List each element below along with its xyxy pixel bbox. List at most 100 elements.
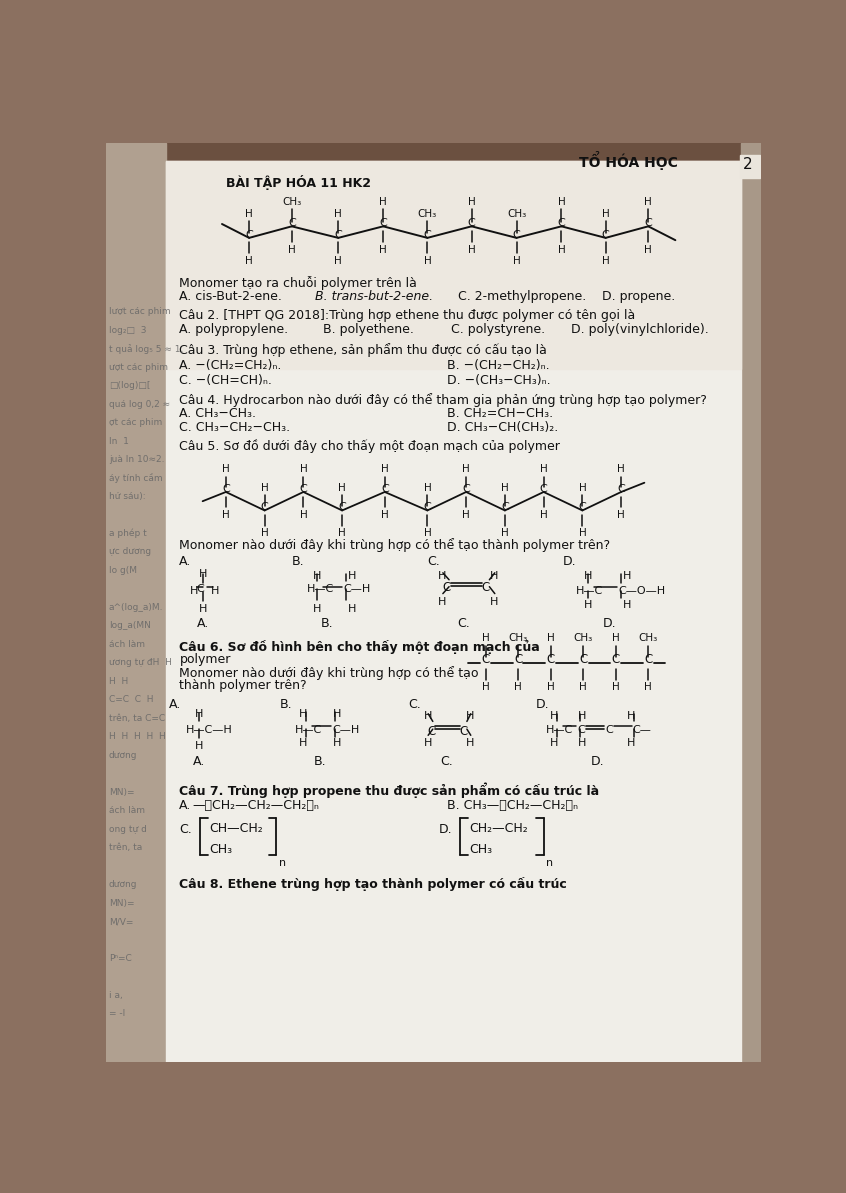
Text: A.: A. (169, 698, 182, 711)
Text: D. −(CH₃−CH₃)ₙ.: D. −(CH₃−CH₃)ₙ. (447, 375, 551, 388)
Text: B. CH₃—（CH₂—CH₂）ₙ: B. CH₃—（CH₂—CH₂）ₙ (447, 799, 578, 812)
Text: M/V=: M/V= (109, 917, 133, 926)
Text: i a,: i a, (109, 991, 123, 1000)
Text: CH₃: CH₃ (470, 843, 492, 857)
Text: C: C (481, 654, 490, 667)
Text: B.: B. (314, 755, 327, 768)
Text: H: H (379, 245, 387, 255)
Text: C: C (501, 502, 508, 512)
Text: CH—CH₂: CH—CH₂ (210, 822, 263, 835)
Text: MN)=: MN)= (109, 787, 135, 797)
Bar (162, 278, 255, 299)
Text: H—C—H: H—C—H (185, 724, 233, 735)
Bar (739, 155, 760, 178)
Text: H: H (579, 528, 586, 538)
Text: H: H (623, 600, 631, 610)
Text: ách làm: ách làm (109, 806, 145, 815)
Bar (442, 324, 535, 346)
Text: A.: A. (179, 799, 192, 812)
Text: H: H (338, 483, 346, 493)
Text: H: H (580, 682, 587, 692)
Text: H: H (612, 682, 619, 692)
Text: C: C (579, 502, 586, 512)
Text: quá log 0,2 ≈: quá log 0,2 ≈ (109, 400, 170, 408)
Text: D.: D. (602, 617, 617, 630)
Text: C.: C. (427, 555, 440, 568)
Text: H—C: H—C (295, 724, 322, 735)
Text: H: H (468, 197, 475, 208)
Text: H: H (462, 509, 470, 520)
Text: CH₃: CH₃ (574, 633, 593, 643)
Text: H: H (332, 709, 341, 719)
Text: H: H (513, 256, 520, 266)
Text: H: H (489, 596, 497, 607)
Text: = -l: = -l (109, 1009, 125, 1019)
Text: ương tự đH  H: ương tự đH H (109, 659, 172, 667)
Text: n: n (278, 859, 286, 869)
Text: H: H (645, 245, 652, 255)
Text: H: H (584, 570, 592, 581)
Text: dương: dương (109, 880, 137, 889)
Text: hứ sáu):: hứ sáu): (109, 492, 146, 501)
Text: lượt các phim: lượt các phim (109, 307, 171, 316)
Text: H: H (299, 709, 307, 719)
Text: H: H (424, 256, 431, 266)
Text: H: H (540, 509, 547, 520)
Text: D.: D. (591, 755, 605, 768)
Bar (106, 143, 166, 1062)
Text: H: H (299, 738, 307, 748)
Text: lo g(M: lo g(M (109, 565, 137, 575)
Text: H: H (261, 528, 268, 538)
Text: H: H (481, 633, 489, 643)
Text: ực dương: ực dương (109, 548, 151, 556)
Text: juà In 10≈2.: juà In 10≈2. (109, 455, 164, 464)
Text: ong tự d: ong tự d (109, 824, 146, 834)
Text: H: H (584, 600, 592, 610)
Text: H: H (481, 682, 489, 692)
Text: A.: A. (179, 555, 192, 568)
Text: t quả log₅ 5 ≈ 1,: t quả log₅ 5 ≈ 1, (109, 344, 183, 354)
Text: H: H (195, 709, 203, 719)
Text: a phép t: a phép t (109, 528, 146, 538)
Text: H: H (288, 245, 295, 255)
Text: BÀI TẬP HÓA 11 HK2: BÀI TẬP HÓA 11 HK2 (226, 174, 371, 190)
Text: H: H (547, 633, 554, 643)
Text: H: H (514, 682, 522, 692)
Text: H: H (579, 483, 586, 493)
Text: C: C (334, 230, 342, 240)
Text: H: H (466, 711, 475, 721)
Text: H: H (424, 711, 431, 721)
Bar (515, 185, 608, 208)
Text: C: C (578, 724, 585, 735)
Text: H: H (299, 464, 307, 475)
Text: C: C (381, 484, 388, 494)
Text: H: H (245, 256, 253, 266)
Text: A. cis-But-2-ene.: A. cis-But-2-ene. (179, 290, 283, 303)
Text: In  1: In 1 (109, 437, 129, 445)
Text: D.: D. (536, 698, 550, 711)
Text: H: H (612, 633, 619, 643)
Text: C—H: C—H (343, 585, 371, 594)
Text: CH₃: CH₃ (508, 633, 528, 643)
Text: CH₃: CH₃ (507, 209, 526, 218)
Text: C: C (442, 581, 451, 594)
Text: C.: C. (408, 698, 420, 711)
Text: H: H (195, 742, 203, 752)
Text: C: C (579, 654, 587, 667)
Text: H: H (299, 509, 307, 520)
Text: H: H (618, 509, 625, 520)
Text: Câu 8. Ethene trùng hợp tạo thành polymer có cấu trúc: Câu 8. Ethene trùng hợp tạo thành polyme… (179, 877, 567, 891)
Text: Câu 4. Hydrocarbon nào dưới đây có thể tham gia phản ứng trùng hợp tạo polymer?: Câu 4. Hydrocarbon nào dưới đây có thể t… (179, 394, 707, 407)
Text: C.: C. (179, 823, 192, 836)
Text: H: H (466, 738, 475, 748)
Text: C: C (424, 230, 431, 240)
Bar (741, 143, 761, 1062)
Text: H: H (618, 464, 625, 475)
Bar (459, 209, 552, 230)
Text: polymer: polymer (179, 653, 231, 666)
Text: Câu 7. Trùng hợp propene thu được sản phẩm có cấu trúc là: Câu 7. Trùng hợp propene thu được sản ph… (179, 783, 600, 798)
Text: C: C (644, 654, 652, 667)
Text: áy tính cầm: áy tính cầm (109, 474, 162, 483)
Text: H: H (462, 464, 470, 475)
Text: C: C (468, 218, 475, 228)
